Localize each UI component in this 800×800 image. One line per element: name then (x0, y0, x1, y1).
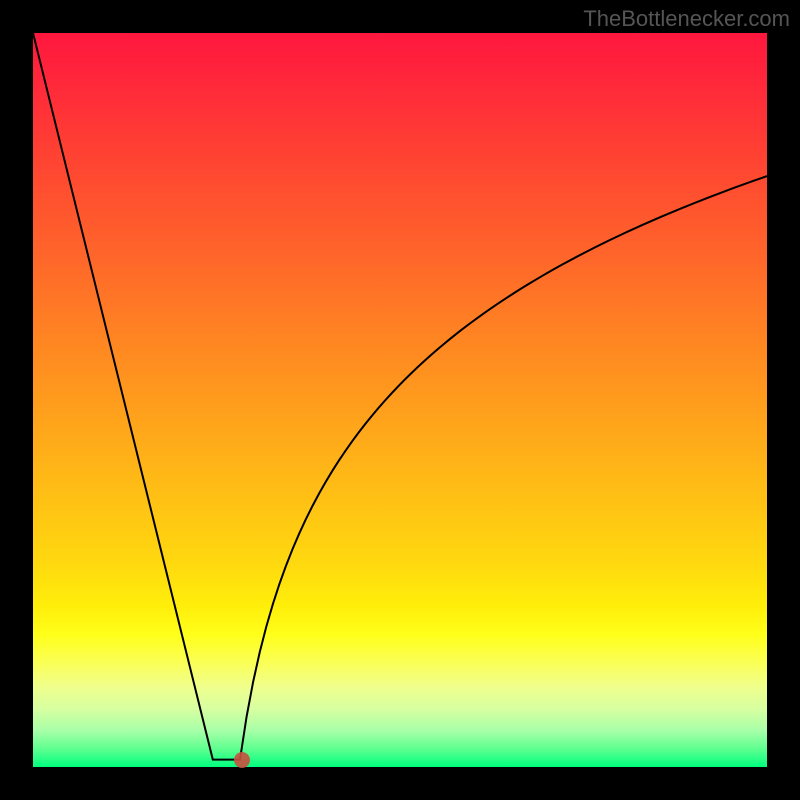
bottleneck-curve (33, 33, 767, 767)
chart-container: TheBottlenecker.com (0, 0, 800, 800)
plot-area (33, 33, 767, 767)
optimal-point-marker (234, 752, 250, 768)
watermark-text: TheBottlenecker.com (583, 6, 790, 32)
